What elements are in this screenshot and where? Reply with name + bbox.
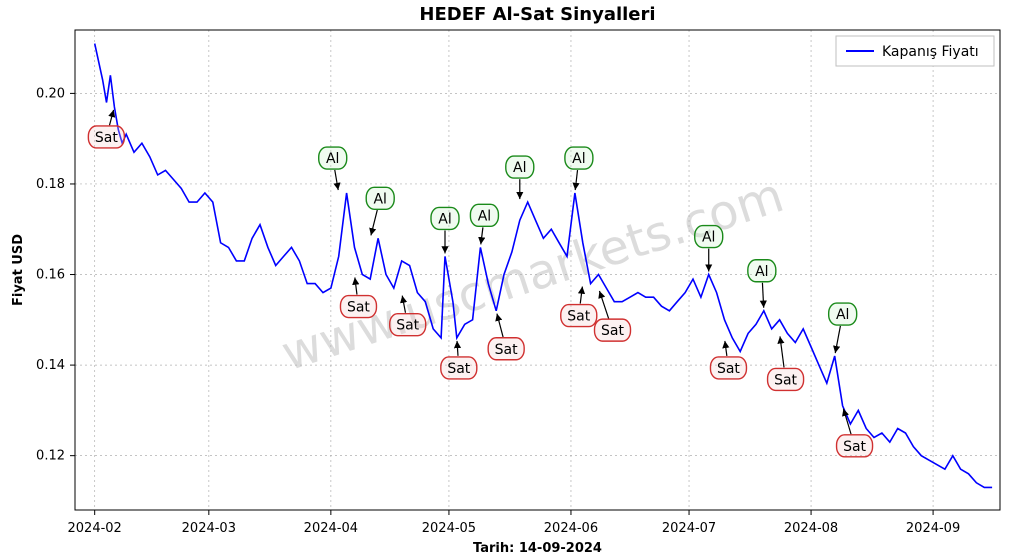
signal-label: Sat [843,439,866,455]
x-tick-label: 2024-06 [544,521,598,536]
signal-label: Sat [601,323,624,339]
x-tick-label: 2024-04 [304,521,358,536]
signal-label: Al [373,191,386,207]
signal-label: Sat [717,361,740,377]
signal-arrow [371,210,377,235]
signal-arrow [457,341,458,356]
signal-arrow [599,291,608,319]
y-tick-label: 0.20 [36,86,65,101]
legend: Kapanış Fiyatı [836,36,994,66]
signal-label: Sat [347,300,370,316]
signal-arrow [481,227,483,244]
signal-label: Al [478,208,491,224]
signal-label: Sat [396,318,419,334]
signal-arrow [580,287,582,304]
signal-label: Al [755,264,768,280]
signal-label: Sat [495,342,518,358]
chart-svg: www.uscmarkets.com 2024-02 2024-03 2024-04… [0,0,1017,554]
y-tick-label: 0.16 [36,268,65,283]
x-tick-label: 2024-07 [662,521,716,536]
signal-label: Sat [95,130,118,146]
x-tick-label: 2024-08 [784,521,838,536]
x-tick-label: 2024-03 [182,521,236,536]
y-ticks: 0.12 0.14 0.16 0.18 0.20 [36,86,75,463]
y-axis-label: Fiyat USD [11,234,26,306]
signal-label: Sat [774,372,797,388]
signal-label: Sat [567,309,590,325]
signal-arrow [497,314,503,337]
y-tick-label: 0.18 [36,177,65,192]
svg-text:www.uscmarkets.com: www.uscmarkets.com [275,167,790,382]
signal-label: Al [572,151,585,167]
y-tick-label: 0.12 [36,449,65,464]
x-ticks: 2024-02 2024-03 2024-04 2024-05 2024-06 2024-… [68,510,961,536]
legend-label: Kapanış Fiyatı [882,44,979,60]
signal-label: Al [702,230,715,246]
signal-arrow [355,278,357,295]
signal-label: Al [513,160,526,176]
watermark: www.uscmarkets.com [275,167,790,382]
signal-label: Sat [447,361,470,377]
signal-arrow [725,341,727,356]
x-axis-label: Tarih: 14-09-2024 [473,541,602,554]
signal-arrow [109,110,113,125]
y-tick-label: 0.14 [36,358,65,373]
x-tick-label: 2024-09 [906,521,960,536]
signal-arrow [835,326,840,353]
chart-title: HEDEF Al-Sat Sinyalleri [419,4,655,25]
signal-arrow [780,336,784,367]
x-tick-label: 2024-05 [422,521,476,536]
signal-arrow [575,170,577,190]
chart-container: www.uscmarkets.com 2024-02 2024-03 2024-04… [0,0,1017,554]
signal-arrow [762,283,763,308]
x-tick-label: 2024-02 [68,521,122,536]
signal-arrow [335,170,338,190]
signal-label: Al [836,307,849,323]
signal-label: Al [438,211,451,227]
signal-label: Al [326,151,339,167]
